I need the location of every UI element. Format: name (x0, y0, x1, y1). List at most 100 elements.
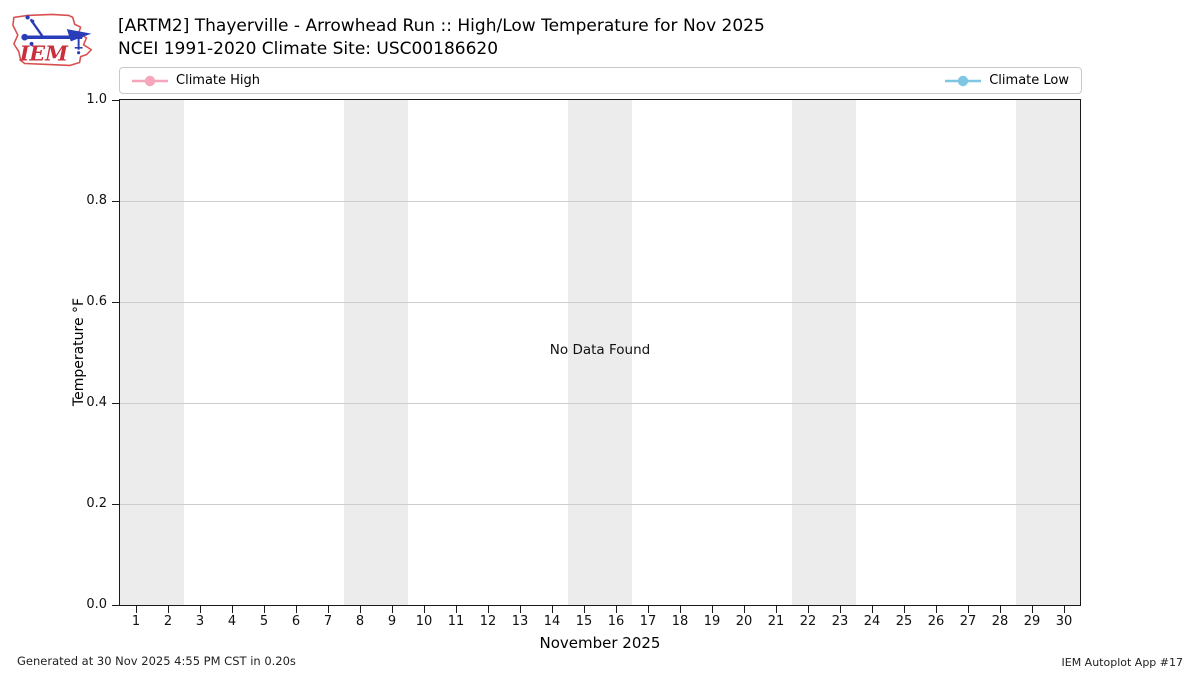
y-tick-mark (112, 100, 119, 101)
x-tick-label: 30 (1055, 614, 1073, 629)
x-tick-label: 27 (959, 614, 977, 629)
x-tick-label: 22 (799, 614, 817, 629)
weekend-band (344, 100, 408, 605)
x-tick-mark (840, 606, 841, 613)
x-tick-label: 20 (735, 614, 753, 629)
x-tick-mark (968, 606, 969, 613)
x-tick-mark (488, 606, 489, 613)
x-tick-label: 8 (355, 614, 365, 629)
title-block: [ARTM2] Thayerville - Arrowhead Run :: H… (118, 15, 765, 61)
gridline (120, 200, 1080, 202)
legend-label-climate-low: Climate Low (989, 73, 1069, 88)
x-tick-mark (200, 606, 201, 613)
x-tick-label: 25 (895, 614, 913, 629)
climate-high-marker-icon (132, 75, 168, 86)
iem-logo: IEM (12, 13, 93, 67)
x-tick-label: 19 (703, 614, 721, 629)
x-tick-mark (584, 606, 585, 613)
legend-bar: Climate High Climate Low (119, 67, 1082, 94)
x-tick-mark (296, 606, 297, 613)
y-axis-label: Temperature °F (71, 297, 87, 407)
x-tick-mark (392, 606, 393, 613)
x-tick-label: 18 (671, 614, 689, 629)
x-tick-label: 12 (479, 614, 497, 629)
x-tick-label: 6 (291, 614, 301, 629)
x-tick-mark (168, 606, 169, 613)
climate-low-marker-icon (945, 75, 982, 86)
x-tick-mark (552, 606, 553, 613)
x-tick-mark (520, 606, 521, 613)
weekend-band (120, 100, 184, 605)
weekend-band (1016, 100, 1080, 605)
x-tick-label: 1 (131, 614, 141, 629)
x-tick-label: 11 (447, 614, 465, 629)
y-tick-label: 0.6 (86, 294, 107, 309)
x-tick-label: 23 (831, 614, 849, 629)
y-tick-label: 0.8 (86, 193, 107, 208)
x-tick-label: 14 (543, 614, 561, 629)
x-tick-mark (136, 606, 137, 613)
iowa-outline-icon (12, 13, 93, 67)
x-tick-mark (264, 606, 265, 613)
x-tick-mark (744, 606, 745, 613)
x-tick-mark (808, 606, 809, 613)
x-tick-label: 16 (607, 614, 625, 629)
weather-vane-icon (21, 15, 92, 55)
generated-timestamp: Generated at 30 Nov 2025 4:55 PM CST in … (17, 654, 296, 668)
no-data-message: No Data Found (549, 342, 651, 358)
weekend-band (568, 100, 632, 605)
x-tick-label: 28 (991, 614, 1009, 629)
y-tick-mark (112, 605, 119, 606)
x-tick-label: 15 (575, 614, 593, 629)
legend-label-climate-high: Climate High (176, 73, 261, 88)
y-tick-label: 0.0 (86, 597, 107, 612)
x-tick-mark (232, 606, 233, 613)
x-tick-mark (1000, 606, 1001, 613)
legend-entry-climate-low: Climate Low (945, 73, 1069, 88)
x-tick-mark (360, 606, 361, 613)
legend-entry-climate-high: Climate High (132, 73, 260, 88)
x-tick-label: 26 (927, 614, 945, 629)
x-tick-mark (776, 606, 777, 613)
y-tick-label: 0.4 (86, 395, 107, 410)
x-tick-label: 9 (387, 614, 397, 629)
x-tick-mark (328, 606, 329, 613)
x-tick-mark (680, 606, 681, 613)
x-tick-label: 13 (511, 614, 529, 629)
x-tick-label: 21 (767, 614, 785, 629)
y-tick-mark (112, 403, 119, 404)
x-tick-label: 3 (195, 614, 205, 629)
x-tick-label: 2 (163, 614, 173, 629)
x-tick-mark (456, 606, 457, 613)
gridline (120, 402, 1080, 404)
x-tick-mark (712, 606, 713, 613)
x-tick-label: 24 (863, 614, 881, 629)
x-tick-mark (904, 606, 905, 613)
x-tick-mark (936, 606, 937, 613)
x-tick-label: 5 (259, 614, 269, 629)
y-tick-mark (112, 302, 119, 303)
x-tick-mark (616, 606, 617, 613)
chart-title: [ARTM2] Thayerville - Arrowhead Run :: H… (118, 16, 765, 36)
y-tick-label: 0.2 (86, 496, 107, 511)
x-tick-label: 29 (1023, 614, 1041, 629)
chart-subtitle: NCEI 1991-2020 Climate Site: USC00186620 (118, 39, 499, 59)
x-tick-label: 17 (639, 614, 657, 629)
y-tick-mark (112, 504, 119, 505)
y-tick-mark (112, 201, 119, 202)
x-tick-mark (1064, 606, 1065, 613)
x-tick-mark (648, 606, 649, 613)
y-tick-label: 1.0 (86, 92, 107, 107)
x-tick-mark (424, 606, 425, 613)
x-axis-label: November 2025 (539, 634, 661, 652)
x-tick-mark (1032, 606, 1033, 613)
x-tick-label: 10 (415, 614, 433, 629)
gridline (120, 301, 1080, 303)
iem-logo-text: IEM (19, 42, 69, 66)
x-tick-label: 4 (227, 614, 237, 629)
app-credit: IEM Autoplot App #17 (1061, 656, 1184, 669)
gridline (120, 503, 1080, 505)
weekend-band (792, 100, 856, 605)
x-tick-mark (872, 606, 873, 613)
